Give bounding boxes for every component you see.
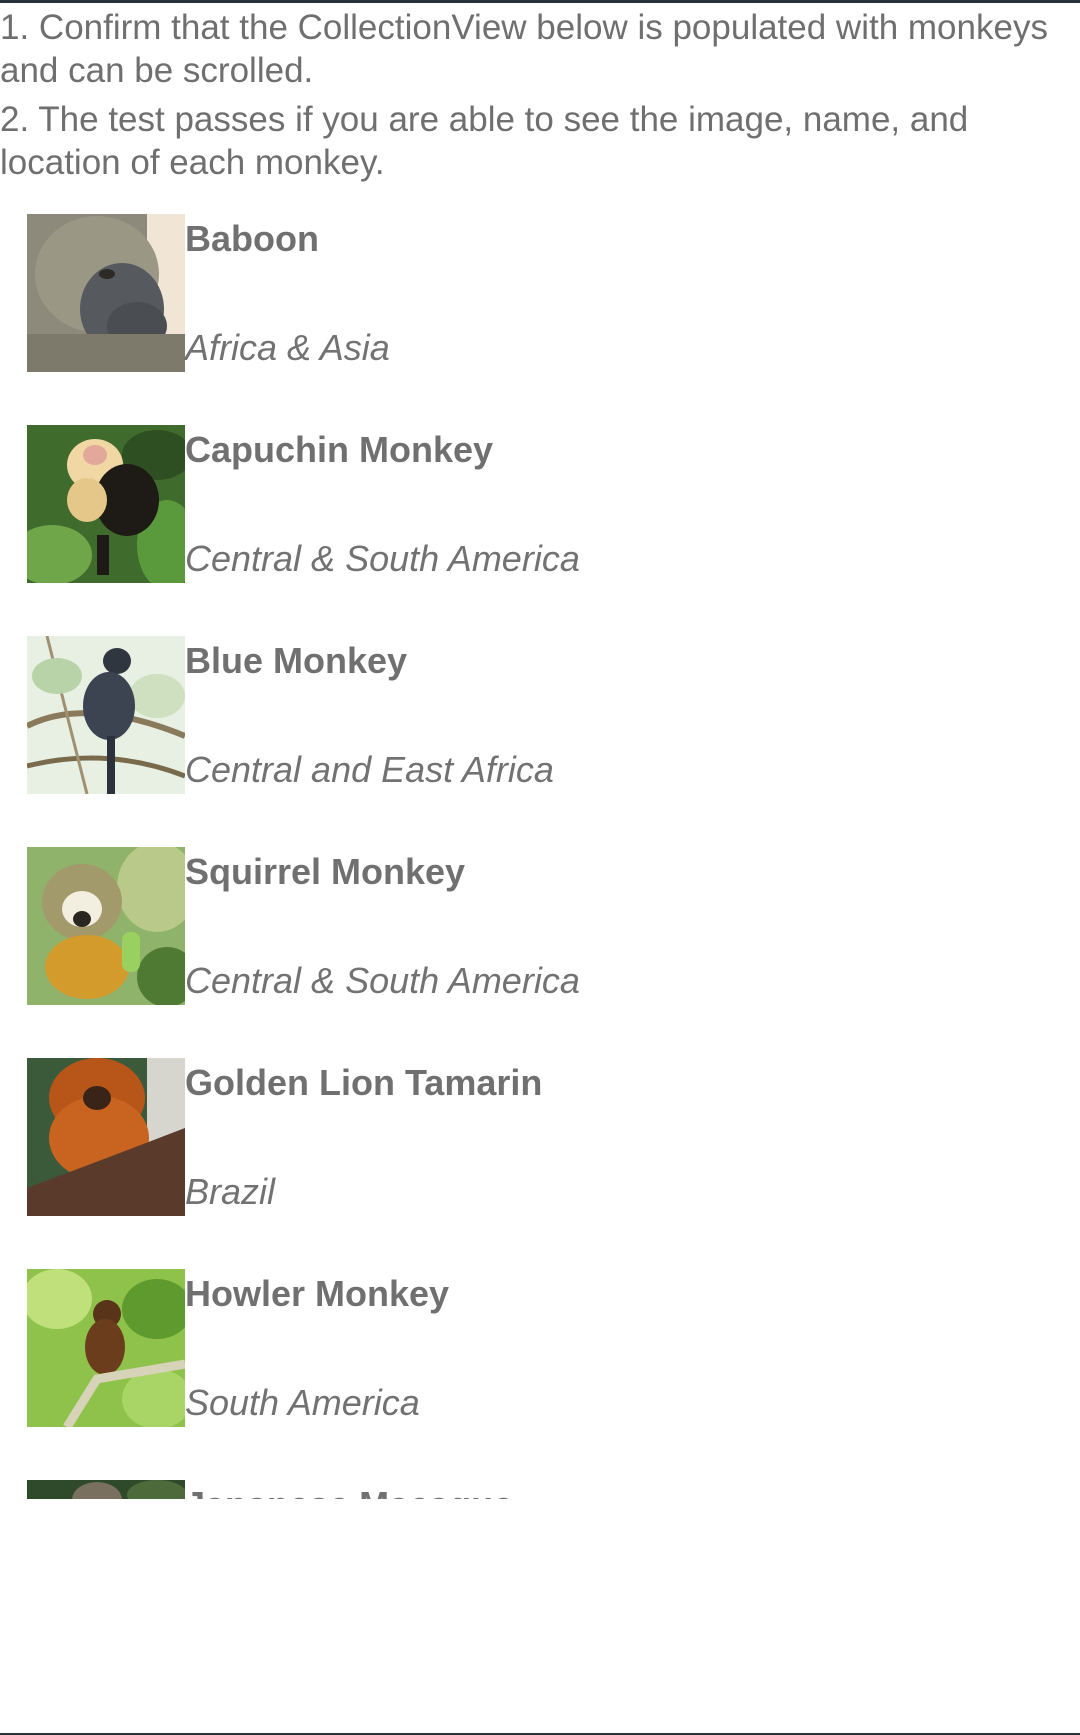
monkey-collection-view[interactable]: Baboon Africa & Asia Capuchin Monkey Cen… bbox=[0, 214, 1080, 1499]
instructions: 1. Confirm that the CollectionView below… bbox=[0, 6, 1060, 184]
squirrel-monkey-image bbox=[27, 847, 185, 1005]
monkey-name: Capuchin Monkey bbox=[185, 429, 494, 470]
monkey-name: Blue Monkey bbox=[185, 640, 408, 681]
monkey-name: Baboon bbox=[185, 218, 319, 259]
golden-lion-tamarin-image bbox=[27, 1058, 185, 1216]
instruction-step-1: 1. Confirm that the CollectionView below… bbox=[0, 8, 1048, 90]
baboon-image bbox=[27, 214, 185, 372]
monkey-item-blue-monkey[interactable]: Blue Monkey Central and East Africa bbox=[27, 636, 1027, 794]
monkey-name: Squirrel Monkey bbox=[185, 851, 466, 892]
blue-monkey-image bbox=[27, 636, 185, 794]
monkey-name: Golden Lion Tamarin bbox=[185, 1062, 543, 1103]
monkey-item-baboon[interactable]: Baboon Africa & Asia bbox=[27, 214, 1027, 372]
monkey-location: Brazil bbox=[185, 1171, 276, 1212]
bottom-divider bbox=[0, 1733, 1080, 1735]
monkey-item-japanese-macaque[interactable]: Japanese Macaque bbox=[27, 1480, 1027, 1499]
top-divider bbox=[0, 0, 1080, 3]
monkey-location: Central & South America bbox=[185, 538, 580, 579]
instruction-step-2: 2. The test passes if you are able to se… bbox=[0, 100, 969, 182]
monkey-item-capuchin[interactable]: Capuchin Monkey Central & South America bbox=[27, 425, 1027, 583]
monkey-name: Howler Monkey bbox=[185, 1273, 450, 1314]
monkey-item-golden-lion-tamarin[interactable]: Golden Lion Tamarin Brazil bbox=[27, 1058, 1027, 1216]
monkey-location: South America bbox=[185, 1382, 420, 1423]
monkey-location: Central and East Africa bbox=[185, 749, 554, 790]
monkey-location: Central & South America bbox=[185, 960, 580, 1001]
japanese-macaque-image bbox=[27, 1480, 185, 1499]
monkey-location: Africa & Asia bbox=[185, 327, 390, 368]
monkey-item-howler-monkey[interactable]: Howler Monkey South America bbox=[27, 1269, 1027, 1427]
howler-monkey-image bbox=[27, 1269, 185, 1427]
capuchin-monkey-image bbox=[27, 425, 185, 583]
monkey-item-squirrel-monkey[interactable]: Squirrel Monkey Central & South America bbox=[27, 847, 1027, 1005]
monkey-name: Japanese Macaque bbox=[185, 1484, 513, 1499]
